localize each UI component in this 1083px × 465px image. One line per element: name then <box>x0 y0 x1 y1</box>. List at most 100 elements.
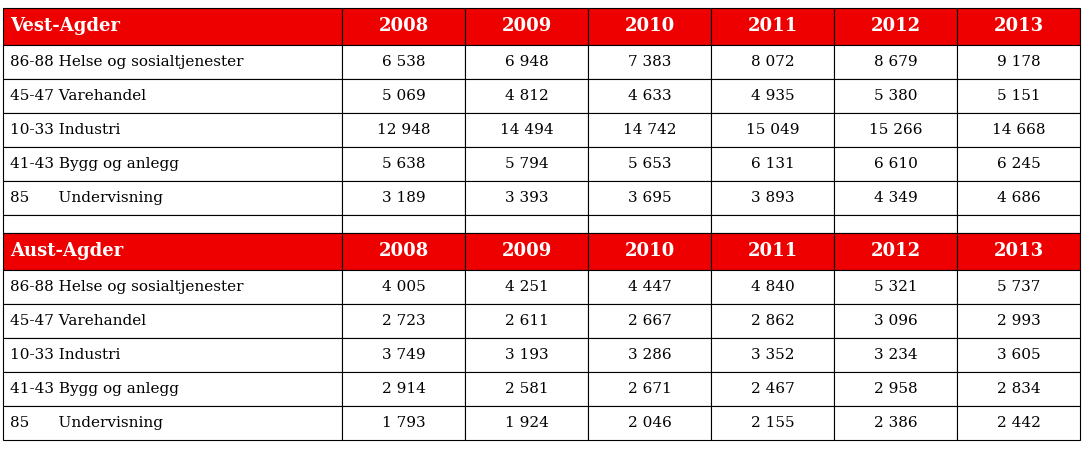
Bar <box>588 113 712 147</box>
Text: 2011: 2011 <box>747 18 797 35</box>
Bar <box>834 338 957 372</box>
Text: 1 924: 1 924 <box>505 416 548 430</box>
Text: 2 834: 2 834 <box>996 382 1041 396</box>
Bar <box>588 338 712 372</box>
Bar <box>588 215 712 233</box>
Bar <box>588 270 712 304</box>
Bar <box>957 45 1080 79</box>
Bar <box>712 113 834 147</box>
Bar <box>957 147 1080 181</box>
Text: 41-43 Bygg og anlegg: 41-43 Bygg og anlegg <box>10 157 179 171</box>
Text: 2013: 2013 <box>993 243 1044 260</box>
Bar <box>342 147 465 181</box>
Bar <box>834 113 957 147</box>
Text: 2 723: 2 723 <box>381 314 426 328</box>
Text: 2 667: 2 667 <box>628 314 671 328</box>
Bar <box>834 79 957 113</box>
Bar <box>342 215 465 233</box>
Bar <box>342 338 465 372</box>
Bar <box>465 147 588 181</box>
Bar <box>588 79 712 113</box>
Bar <box>834 270 957 304</box>
Bar <box>957 406 1080 440</box>
Bar <box>465 181 588 215</box>
Text: 3 893: 3 893 <box>751 191 794 205</box>
Bar <box>957 181 1080 215</box>
Bar <box>465 338 588 372</box>
Bar <box>465 113 588 147</box>
Text: 2008: 2008 <box>378 18 429 35</box>
Text: 4 633: 4 633 <box>628 89 671 103</box>
Bar <box>957 113 1080 147</box>
Bar <box>465 45 588 79</box>
Text: 2013: 2013 <box>993 18 1044 35</box>
Text: 1 793: 1 793 <box>381 416 426 430</box>
Text: 85      Undervisning: 85 Undervisning <box>10 191 164 205</box>
Text: 85      Undervisning: 85 Undervisning <box>10 416 164 430</box>
Text: 2011: 2011 <box>747 243 797 260</box>
Bar <box>712 147 834 181</box>
Text: 12 948: 12 948 <box>377 123 430 137</box>
Bar <box>957 372 1080 406</box>
Bar <box>957 215 1080 233</box>
Text: 2 611: 2 611 <box>505 314 548 328</box>
Bar <box>3 8 342 45</box>
Bar <box>957 338 1080 372</box>
Text: 2 046: 2 046 <box>627 416 671 430</box>
Bar <box>588 147 712 181</box>
Text: 4 686: 4 686 <box>996 191 1041 205</box>
Bar <box>342 406 465 440</box>
Text: 4 349: 4 349 <box>874 191 917 205</box>
Text: 5 794: 5 794 <box>505 157 548 171</box>
Bar <box>712 372 834 406</box>
Bar <box>3 270 342 304</box>
Bar <box>3 79 342 113</box>
Text: 4 005: 4 005 <box>381 280 426 294</box>
Bar <box>712 181 834 215</box>
Text: 4 840: 4 840 <box>751 280 795 294</box>
Bar <box>342 270 465 304</box>
Text: 2008: 2008 <box>378 243 429 260</box>
Text: 5 321: 5 321 <box>874 280 917 294</box>
Text: 10-33 Industri: 10-33 Industri <box>10 123 120 137</box>
Text: 15 266: 15 266 <box>869 123 923 137</box>
Bar <box>465 304 588 338</box>
Text: 4 447: 4 447 <box>628 280 671 294</box>
Bar <box>834 147 957 181</box>
Text: 10-33 Industri: 10-33 Industri <box>10 348 120 362</box>
Text: 2 671: 2 671 <box>628 382 671 396</box>
Bar <box>834 181 957 215</box>
Text: 14 742: 14 742 <box>623 123 676 137</box>
Bar <box>712 215 834 233</box>
Text: 5 151: 5 151 <box>996 89 1041 103</box>
Bar <box>465 372 588 406</box>
Bar <box>712 270 834 304</box>
Bar <box>588 372 712 406</box>
Text: 3 193: 3 193 <box>505 348 548 362</box>
Text: 2 862: 2 862 <box>751 314 795 328</box>
Bar <box>3 45 342 79</box>
Text: 15 049: 15 049 <box>746 123 799 137</box>
Bar <box>3 372 342 406</box>
Bar <box>588 45 712 79</box>
Text: 7 383: 7 383 <box>628 55 671 69</box>
Text: 2009: 2009 <box>501 18 551 35</box>
Text: 3 393: 3 393 <box>505 191 548 205</box>
Bar <box>465 215 588 233</box>
Text: 2 993: 2 993 <box>996 314 1041 328</box>
Bar <box>342 113 465 147</box>
Text: 2 958: 2 958 <box>874 382 917 396</box>
Bar <box>588 406 712 440</box>
Text: 3 605: 3 605 <box>996 348 1041 362</box>
Text: 3 234: 3 234 <box>874 348 917 362</box>
Text: 2 155: 2 155 <box>751 416 794 430</box>
Text: 4 812: 4 812 <box>505 89 548 103</box>
Bar <box>957 79 1080 113</box>
Bar <box>712 304 834 338</box>
Text: 6 948: 6 948 <box>505 55 548 69</box>
Bar <box>834 215 957 233</box>
Bar <box>342 304 465 338</box>
Text: 6 245: 6 245 <box>996 157 1041 171</box>
Text: 14 668: 14 668 <box>992 123 1045 137</box>
Bar <box>834 8 957 45</box>
